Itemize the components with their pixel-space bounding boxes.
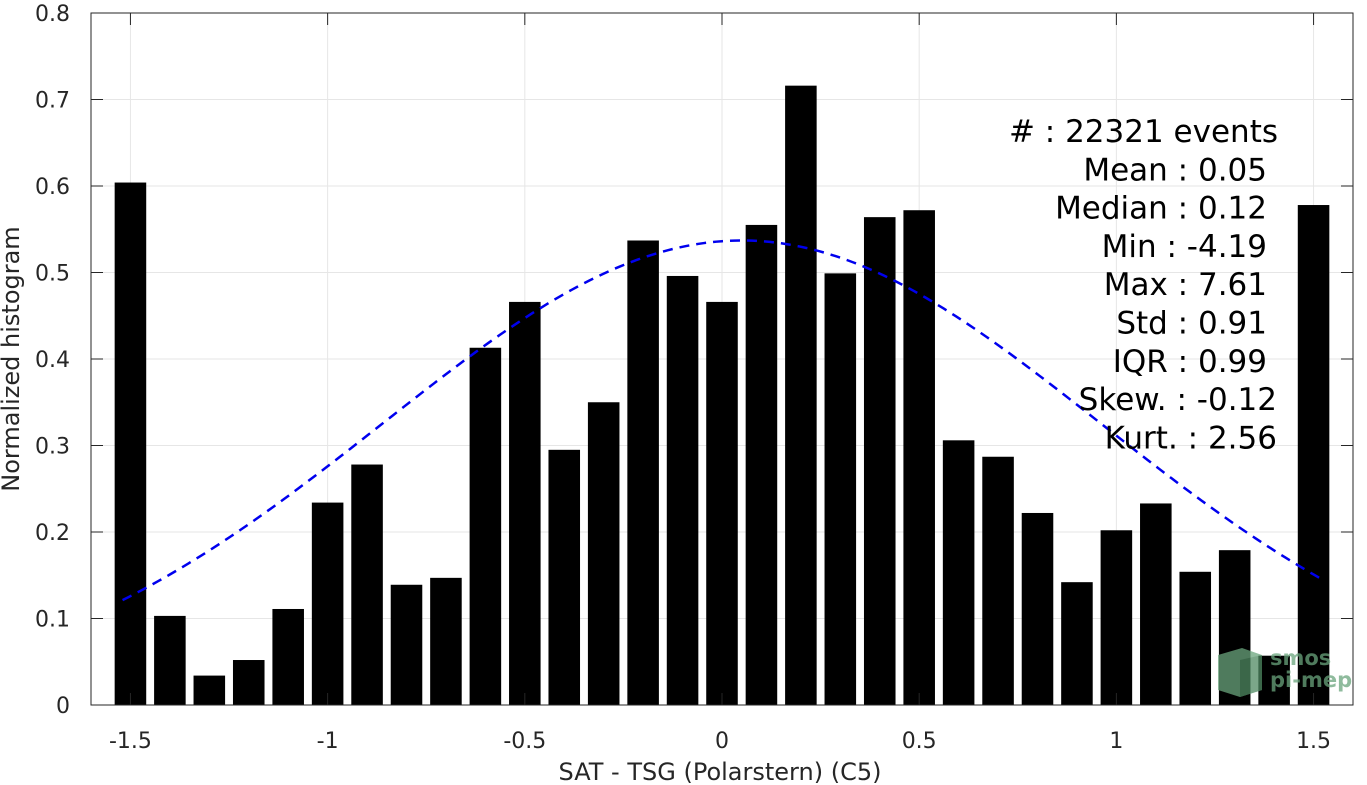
histogram-bar-25 [1100,530,1133,705]
x-tick-label-4: 0.5 [902,729,937,754]
histogram-bar-0 [114,182,147,706]
y-tick-label-6: 0.6 [35,175,70,200]
x-tick-labels: -1.5 -1 -0.5 0 0.5 1 1.5 [109,729,1331,754]
x-axis-label: SAT - TSG (Polarstern) (C5) [559,758,882,785]
x-tick-label-1: -1 [317,729,339,754]
logo-cube-face-icon [1240,655,1262,697]
histogram-bar-24 [1061,582,1093,705]
histogram-bar-29 [1258,655,1290,705]
histogram-bar-26 [1140,503,1172,705]
histogram-bar-27 [1179,571,1212,705]
y-axis-label: Normalized histogram [0,226,25,491]
stat-line-5: Std : 0.91 [1116,306,1267,342]
y-tick-label-0: 0 [56,694,70,719]
histogram-bar-13 [627,240,659,705]
histogram-bar-10 [509,301,541,705]
histogram-bar-14 [666,275,699,705]
stat-line-4: Max : 7.61 [1104,267,1267,303]
stat-line-3: Min : -4.19 [1102,229,1267,265]
stat-line-6: IQR : 0.99 [1113,344,1267,380]
histogram-bar-3 [232,660,265,705]
x-tick-label-6: 1.5 [1296,729,1331,754]
stat-line-7: Skew. : -0.12 [1079,382,1277,418]
histogram-bar-5 [311,502,344,705]
stat-line-8: Kurt. : 2.56 [1105,420,1277,456]
histogram-bar-21 [942,440,975,705]
y-tick-label-2: 0.2 [35,521,70,546]
stat-line-1: Mean : 0.05 [1083,152,1267,188]
histogram-bar-6 [351,464,383,705]
logo-text-pimep: pi-mep [1270,668,1352,692]
stat-line-2: Median : 0.12 [1055,191,1267,227]
histogram-bar-11 [548,449,581,705]
histogram-bar-23 [1021,512,1054,705]
y-tick-label-8: 0.8 [35,2,70,27]
x-tick-label-0: -1.5 [109,729,152,754]
y-tick-label-1: 0.1 [35,608,70,633]
histogram-bar-18 [824,273,857,705]
y-tick-label-4: 0.4 [35,348,70,373]
x-tick-label-3: 0 [715,729,729,754]
gaussian-fit-curve [121,239,1323,602]
histogram-bar-20 [903,210,935,705]
y-tick-label-5: 0.5 [35,262,70,287]
x-tick-label-5: 1 [1109,729,1123,754]
bars [114,85,1330,706]
x-tick-label-2: -0.5 [503,729,546,754]
y-tick-label-3: 0.3 [35,435,70,460]
histogram-bar-1 [154,615,186,705]
histogram-bar-16 [745,224,778,706]
histogram-bar-8 [430,577,462,705]
histogram-bar-12 [587,402,620,705]
histogram-bar-22 [982,456,1014,705]
ticks [91,12,1353,706]
y-tick-label-7: 0.7 [35,89,70,114]
histogram-bar-19 [863,217,896,705]
histogram-bar-2 [193,675,226,705]
histogram-bar-17 [785,85,817,705]
histogram-bar-9 [469,347,502,705]
stat-line-0: # : 22321 events [1009,114,1278,150]
histogram-bar-4 [272,608,304,705]
y-tick-labels: 0 0.1 0.2 0.3 0.4 0.5 0.6 0.7 0.8 [35,2,70,719]
histogram-bar-30 [1297,205,1330,705]
histogram-bar-7 [390,584,423,705]
smos-pimep-logo: smos pi-mep [1218,646,1352,697]
logo-text-smos: smos [1270,646,1331,670]
histogram-bar-15 [706,301,738,705]
